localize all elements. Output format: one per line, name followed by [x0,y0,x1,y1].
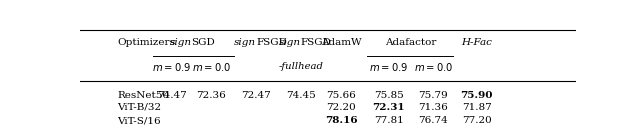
Text: 72.47: 72.47 [241,91,271,100]
Text: 75.66: 75.66 [326,91,356,100]
Text: $m=0.9$: $m=0.9$ [369,61,408,73]
Text: AdamW: AdamW [321,38,362,47]
Text: Adafactor: Adafactor [385,38,436,47]
Text: 75.90: 75.90 [461,91,493,100]
Text: H-Fac: H-Fac [461,38,492,47]
Text: 78.16: 78.16 [325,116,358,125]
Text: ViT-S/16: ViT-S/16 [117,116,161,125]
Text: 75.85: 75.85 [374,91,403,100]
Text: $m=0.9$: $m=0.9$ [152,61,191,73]
Text: sign: sign [170,38,191,47]
Text: $m=0.0$: $m=0.0$ [413,61,452,73]
Text: FSGD: FSGD [256,38,287,47]
Text: 74.45: 74.45 [286,91,316,100]
Text: 74.47: 74.47 [157,91,187,100]
Text: 76.74: 76.74 [419,116,448,125]
Text: ResNet50: ResNet50 [117,91,169,100]
Text: 77.20: 77.20 [462,116,492,125]
Text: $m=0.0$: $m=0.0$ [192,61,231,73]
Text: 75.79: 75.79 [419,91,448,100]
Text: 71.36: 71.36 [419,103,448,112]
Text: sign: sign [279,38,301,47]
Text: 72.36: 72.36 [196,91,227,100]
Text: 72.20: 72.20 [326,103,356,112]
Text: Optimizers: Optimizers [117,38,175,47]
Text: 77.81: 77.81 [374,116,403,125]
Text: 72.31: 72.31 [372,103,405,112]
Text: ViT-B/32: ViT-B/32 [117,103,161,112]
Text: 71.87: 71.87 [462,103,492,112]
Text: SGD: SGD [191,38,215,47]
Text: FSGD: FSGD [301,38,332,47]
Text: sign: sign [234,38,256,47]
Text: -fullhead: -fullhead [278,62,323,71]
